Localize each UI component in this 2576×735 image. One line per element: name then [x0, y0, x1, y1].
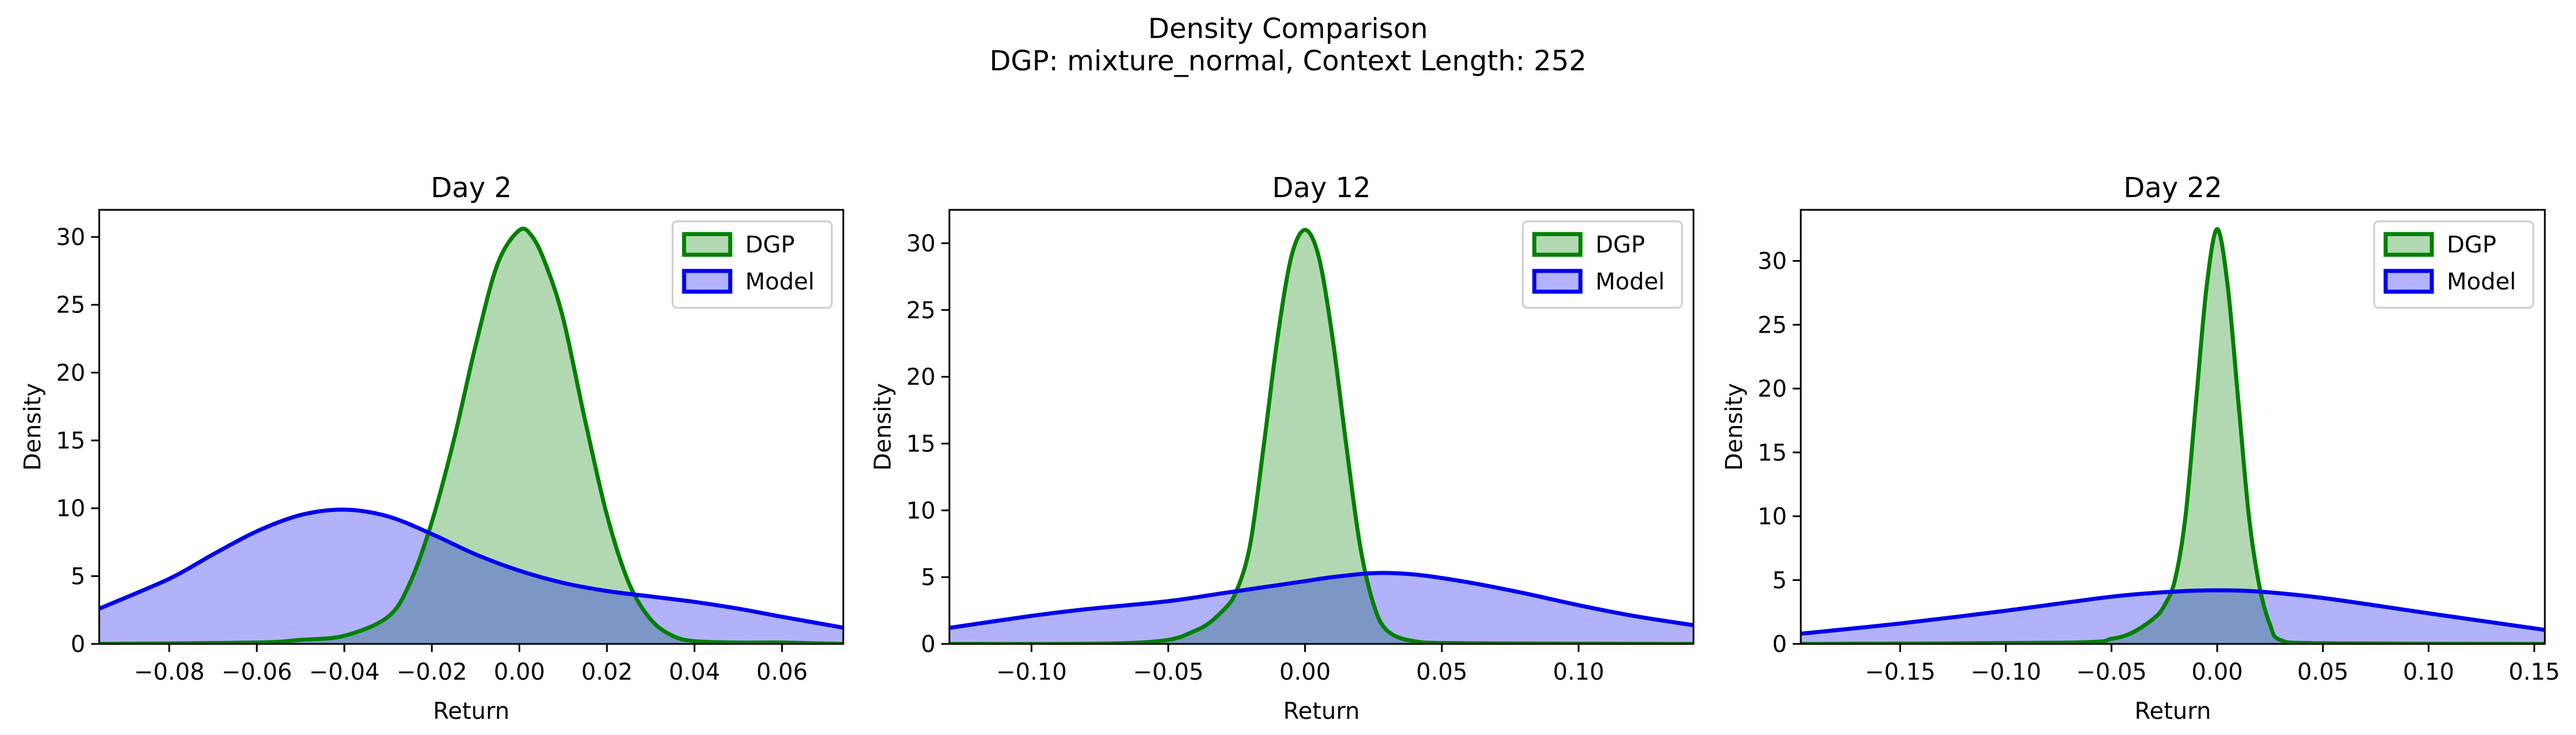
series-dgp-area	[99, 228, 843, 644]
x-tick-label: −0.10	[996, 659, 1067, 685]
series-model-line	[99, 507, 843, 630]
x-tick-label: −0.02	[396, 659, 467, 685]
x-axis-label: Return	[1283, 698, 1360, 725]
y-tick-label: 5	[1773, 567, 1787, 594]
y-tick-label: 10	[1758, 504, 1787, 530]
y-tick-label: 10	[56, 496, 85, 522]
x-tick-label: −0.15	[1865, 659, 1936, 685]
y-tick-label: 0	[1773, 631, 1787, 658]
x-tick-label: 0.06	[756, 659, 808, 685]
y-tick-label: 25	[906, 297, 936, 324]
x-tick-label: 0.05	[1416, 659, 1467, 685]
subplot-title: Day 12	[1272, 172, 1370, 204]
series-model-line	[949, 571, 1693, 630]
x-tick-label: 0.00	[1279, 659, 1331, 685]
y-tick-label: 5	[71, 563, 85, 590]
figure-subtitle: DGP: mixture_normal, Context Length: 252	[989, 45, 1586, 77]
series-dgp-area	[949, 229, 1693, 644]
subplot-1: −0.08 −0.06 −0.04 −0.02 0.00 0.02 0.04 0.06 0 5 10…	[20, 172, 844, 725]
y-tick-label: 25	[1758, 312, 1787, 338]
legend-swatch-dgp	[682, 232, 733, 257]
y-tick-label: 20	[56, 360, 85, 386]
axes-frame	[98, 209, 844, 645]
x-tick-label: 0.02	[581, 659, 633, 685]
x-axis-label: Return	[433, 698, 510, 725]
y-axis-label: Density	[20, 383, 46, 470]
x-tick-label: −0.08	[134, 659, 205, 685]
y-tick-label: 15	[906, 431, 936, 457]
y-tick-label: 0	[71, 631, 85, 658]
legend-label-dgp: DGP	[2447, 232, 2496, 258]
plot-area	[1801, 227, 2545, 644]
axes-frame	[1800, 209, 2546, 645]
x-tick-label: 0.10	[1553, 659, 1604, 685]
y-tick-label: 30	[906, 231, 936, 257]
x-tick-label: 0.00	[494, 659, 545, 685]
plot-area	[99, 227, 843, 644]
y-tick-label: 30	[1758, 248, 1787, 275]
legend-swatch-dgp	[2383, 232, 2434, 257]
x-tick-label: 0.04	[669, 659, 720, 685]
y-tick-label: 20	[906, 364, 936, 391]
axes-frame	[948, 209, 1695, 645]
x-tick-label: 0.00	[2191, 659, 2243, 685]
y-axis-label: Density	[1721, 383, 1748, 470]
x-tick-label: −0.10	[1970, 659, 2041, 685]
legend-swatch-model	[1532, 269, 1583, 294]
x-tick-label: 0.15	[2509, 659, 2560, 685]
x-tick-label: −0.04	[309, 659, 380, 685]
x-axis-label: Return	[2135, 698, 2211, 725]
subplot-3: −0.15 −0.10 −0.05 0.00 0.05 0.10 0.15 0 5 10 15 20 2…	[1721, 172, 2560, 725]
series-dgp-line	[1801, 227, 2545, 644]
subplot-title: Day 22	[2123, 172, 2222, 204]
legend-label-model: Model	[2447, 269, 2516, 295]
x-tick-label: 0.05	[2297, 659, 2349, 685]
legend-label-dgp: DGP	[745, 232, 795, 258]
figure-title: Density Comparison	[1148, 13, 1428, 45]
x-tick-label: 0.10	[2403, 659, 2454, 685]
y-tick-label: 5	[921, 564, 936, 591]
subplot-panels: −0.08 −0.06 −0.04 −0.02 0.00 0.02 0.04 0.06 0 5 10…	[20, 172, 2560, 725]
legend-label-dgp: DGP	[1595, 232, 1645, 258]
y-tick-label: 30	[56, 224, 85, 251]
legend-label-model: Model	[1595, 269, 1665, 295]
series-dgp-line	[99, 227, 843, 644]
y-axis-label: Density	[870, 383, 896, 470]
x-tick-label: −0.06	[221, 659, 292, 685]
legend-label-model: Model	[745, 269, 814, 295]
x-tick-label: −0.05	[2076, 659, 2147, 685]
subplot-2: −0.10 −0.05 0.00 0.05 0.10 0 5 10 15 20 25 30 Day 12…	[870, 172, 1695, 725]
legend-swatch-dgp	[1532, 232, 1583, 257]
series-model-line	[1801, 588, 2545, 636]
y-tick-label: 15	[56, 428, 85, 454]
y-tick-label: 25	[56, 292, 85, 319]
legend-swatch-model	[682, 269, 733, 294]
x-tick-label: −0.05	[1133, 659, 1204, 685]
plot-area	[949, 228, 1693, 644]
y-tick-label: 15	[1758, 440, 1787, 466]
series-model-area	[99, 510, 843, 644]
series-dgp-line	[949, 228, 1693, 644]
y-tick-label: 0	[921, 631, 936, 658]
y-tick-label: 20	[1758, 376, 1787, 402]
subplot-title: Day 2	[431, 172, 512, 204]
y-tick-label: 10	[906, 497, 936, 524]
legend-swatch-model	[2383, 269, 2434, 294]
